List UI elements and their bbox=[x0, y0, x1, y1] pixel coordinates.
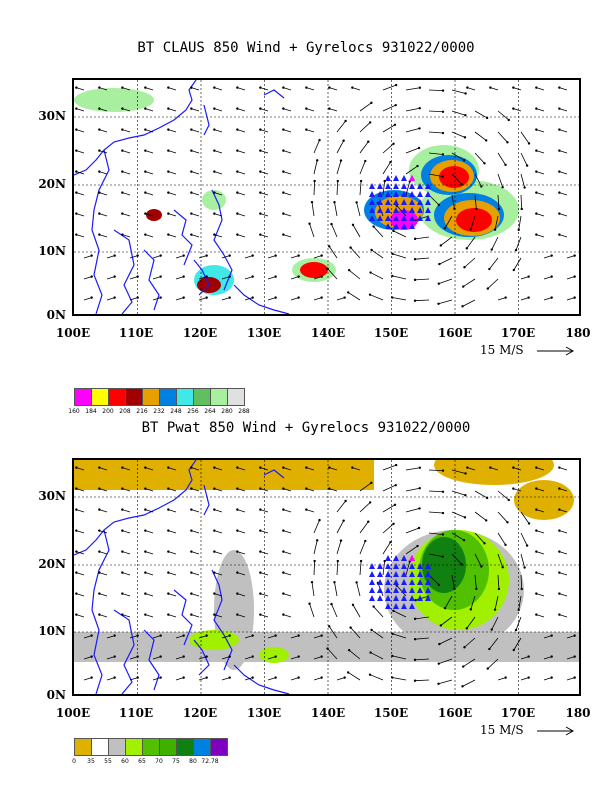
panel1-lon-170e: 170E bbox=[500, 326, 536, 340]
colorbar-label: 288 bbox=[238, 408, 250, 415]
colorbar-label: 80 bbox=[189, 758, 197, 765]
colorbar-label: 160 bbox=[68, 408, 80, 415]
colorbar-swatch bbox=[91, 388, 109, 406]
colorbar-swatch bbox=[142, 738, 160, 756]
colorbar-swatch bbox=[125, 388, 143, 406]
panel1-lon-100e: 100E bbox=[55, 326, 91, 340]
colorbar-swatch bbox=[108, 388, 126, 406]
panel2-lon-120e: 120E bbox=[182, 706, 218, 720]
panel1-lon-150e: 150E bbox=[373, 326, 409, 340]
panel2-colorbar bbox=[74, 738, 228, 756]
panel2-lon-110e: 110E bbox=[118, 706, 154, 720]
colorbar-label: 0 bbox=[72, 758, 76, 765]
panel1-lon-110e: 110E bbox=[118, 326, 154, 340]
panel1-title: BT CLAUS 850 Wind + Gyrelocs 931022/0000 bbox=[137, 40, 475, 56]
colorbar-swatch bbox=[142, 388, 160, 406]
colorbar-label: 55 bbox=[104, 758, 112, 765]
panel1-plot bbox=[74, 80, 579, 314]
colorbar-label: 216 bbox=[136, 408, 148, 415]
panel1-map bbox=[72, 78, 581, 316]
colorbar-swatch bbox=[176, 388, 194, 406]
colorbar-swatch bbox=[74, 388, 92, 406]
colorbar-label: 35 bbox=[87, 758, 95, 765]
panel1-lon-130e: 130E bbox=[246, 326, 282, 340]
panel2-lon-130e: 130E bbox=[246, 706, 282, 720]
colorbar-label: 256 bbox=[187, 408, 199, 415]
colorbar-label: 264 bbox=[204, 408, 216, 415]
panel2-scale-label: 15 M/S bbox=[480, 723, 524, 737]
colorbar-swatch bbox=[193, 738, 211, 756]
colorbar-label: 184 bbox=[85, 408, 97, 415]
colorbar-swatch bbox=[108, 738, 126, 756]
panel1-lon-180: 180 bbox=[565, 326, 591, 340]
colorbar-swatch bbox=[193, 388, 211, 406]
colorbar-swatch bbox=[227, 388, 245, 406]
panel1-lat-10n: 10N bbox=[38, 244, 66, 258]
panel2-title: BT Pwat 850 Wind + Gyrelocs 931022/0000 bbox=[141, 420, 471, 436]
colorbar-label: 208 bbox=[119, 408, 131, 415]
panel1-lon-120e: 120E bbox=[182, 326, 218, 340]
panel2-lon-100e: 100E bbox=[55, 706, 91, 720]
colorbar-swatch bbox=[210, 388, 228, 406]
panel1-colorbar bbox=[74, 388, 245, 406]
colorbar-label: 232 bbox=[153, 408, 165, 415]
colorbar-label: 72.78 bbox=[201, 758, 219, 765]
panel2-map bbox=[72, 458, 581, 696]
colorbar-swatch bbox=[159, 738, 177, 756]
panel1-lat-0n: 0N bbox=[46, 308, 66, 322]
colorbar-label: 75 bbox=[172, 758, 180, 765]
panel2-lon-180: 180 bbox=[565, 706, 591, 720]
panel1-lon-160e: 160E bbox=[437, 326, 473, 340]
colorbar-label: 60 bbox=[121, 758, 129, 765]
colorbar-swatch bbox=[125, 738, 143, 756]
colorbar-swatch bbox=[159, 388, 177, 406]
colorbar-swatch bbox=[176, 738, 194, 756]
colorbar-label: 65 bbox=[138, 758, 146, 765]
panel2-lon-150e: 150E bbox=[373, 706, 409, 720]
colorbar-label: 248 bbox=[170, 408, 182, 415]
panel1-scale-arrow bbox=[537, 346, 575, 356]
panel1-scale-label: 15 M/S bbox=[480, 343, 524, 357]
panel2-lon-160e: 160E bbox=[437, 706, 473, 720]
panel1-lat-20n: 20N bbox=[38, 177, 66, 191]
panel1-lon-140e: 140E bbox=[310, 326, 346, 340]
panel2-lat-10n: 10N bbox=[38, 624, 66, 638]
colorbar-label: 70 bbox=[155, 758, 163, 765]
colorbar-swatch bbox=[210, 738, 228, 756]
panel2-plot bbox=[74, 460, 579, 694]
colorbar-label: 280 bbox=[221, 408, 233, 415]
panel1-lat-30n: 30N bbox=[38, 109, 66, 123]
panel2-lon-140e: 140E bbox=[310, 706, 346, 720]
panel2-lat-20n: 20N bbox=[38, 557, 66, 571]
colorbar-swatch bbox=[91, 738, 109, 756]
panel2-scale-arrow bbox=[537, 726, 575, 736]
panel2-lat-0n: 0N bbox=[46, 688, 66, 702]
panel2-lon-170e: 170E bbox=[500, 706, 536, 720]
panel2-lat-30n: 30N bbox=[38, 489, 66, 503]
colorbar-label: 200 bbox=[102, 408, 114, 415]
colorbar-swatch bbox=[74, 738, 92, 756]
